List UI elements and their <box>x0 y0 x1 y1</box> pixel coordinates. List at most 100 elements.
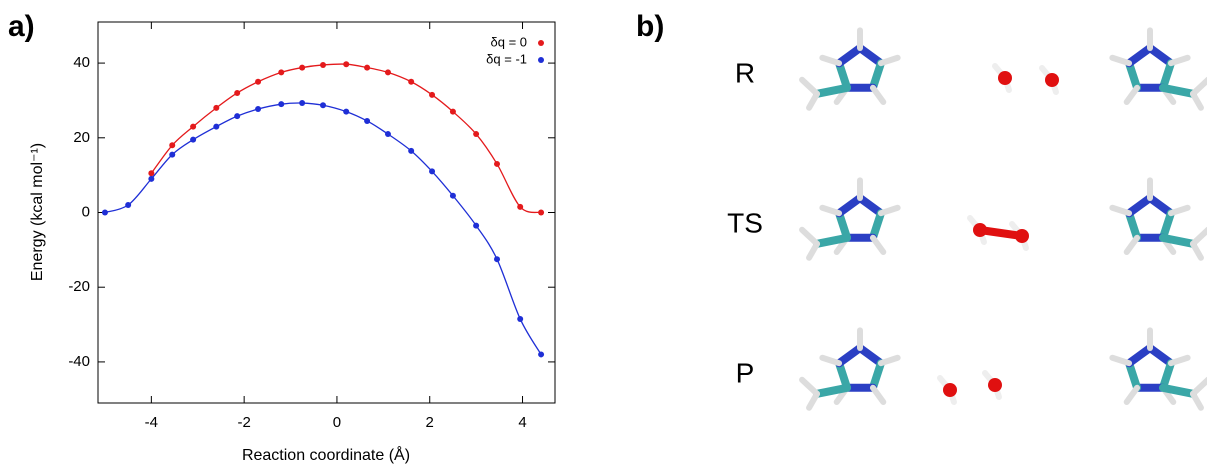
point <box>494 160 501 167</box>
bond <box>1189 90 1204 111</box>
bond <box>856 344 885 368</box>
bond <box>813 233 852 248</box>
state-label: TS <box>727 207 763 238</box>
point <box>517 203 524 210</box>
bond <box>819 204 843 217</box>
point <box>213 123 220 130</box>
point <box>384 69 391 76</box>
point <box>364 117 371 124</box>
point <box>148 175 155 182</box>
bond <box>1167 204 1191 217</box>
bond <box>856 44 885 68</box>
bond <box>1125 194 1154 218</box>
bond <box>835 209 852 242</box>
point <box>255 106 262 113</box>
panel-label: a) <box>8 10 35 43</box>
bond <box>1158 209 1175 242</box>
bond <box>1125 209 1142 242</box>
bond <box>1167 54 1191 67</box>
bond <box>819 54 843 67</box>
bond <box>868 209 885 242</box>
bond <box>1158 233 1197 248</box>
point <box>190 136 197 143</box>
bond <box>1189 376 1207 397</box>
point <box>169 151 176 158</box>
point <box>449 108 456 115</box>
oxygen <box>998 71 1012 85</box>
molecules <box>799 27 1207 411</box>
bond <box>835 44 864 68</box>
point <box>299 100 306 107</box>
bond <box>813 83 852 98</box>
bond <box>1109 204 1133 217</box>
point <box>148 170 155 177</box>
point <box>320 102 327 109</box>
point <box>343 108 350 115</box>
y-axis-label: Energy (kcal mol⁻¹) <box>29 143 46 281</box>
point <box>278 69 285 76</box>
point <box>473 131 480 138</box>
bond <box>1123 384 1141 406</box>
y-tick-label: -20 <box>68 278 90 295</box>
curve <box>104 102 542 355</box>
bond <box>869 234 887 256</box>
point <box>449 192 456 199</box>
bond <box>806 240 821 261</box>
bond <box>1125 59 1142 92</box>
y-tick-label: 0 <box>82 203 90 220</box>
point <box>429 168 436 175</box>
legend-marker <box>538 57 544 63</box>
bond <box>1123 234 1141 256</box>
point <box>408 147 415 154</box>
bond <box>1146 44 1175 68</box>
bond <box>835 344 864 368</box>
bond <box>806 390 821 411</box>
bond <box>799 376 821 397</box>
bond <box>869 84 887 106</box>
oxygen <box>1045 73 1059 87</box>
point <box>278 101 285 108</box>
bond <box>868 359 885 392</box>
point <box>494 256 501 263</box>
legend-marker <box>538 40 544 46</box>
point <box>384 131 391 138</box>
x-tick-label: -4 <box>145 414 158 431</box>
y-tick-label: 40 <box>73 54 90 71</box>
point <box>538 351 545 358</box>
point <box>538 209 545 216</box>
bond <box>877 204 901 217</box>
bond <box>1109 54 1133 67</box>
bond <box>835 194 864 218</box>
x-axis-label: Reaction coordinate (Å) <box>242 445 410 464</box>
y-tick-label: 20 <box>73 129 90 146</box>
bond <box>806 90 821 111</box>
bond <box>976 226 1026 240</box>
x-tick-label: 4 <box>518 414 526 431</box>
bond <box>1189 226 1207 247</box>
bond <box>1167 354 1191 367</box>
point <box>473 222 480 229</box>
x-tick-label: -2 <box>237 414 250 431</box>
point <box>125 202 132 209</box>
bond <box>1158 383 1197 398</box>
point <box>343 61 350 68</box>
point <box>255 78 262 85</box>
bond <box>1158 59 1175 92</box>
bond <box>1123 84 1141 106</box>
bond <box>799 226 821 247</box>
point <box>429 91 436 98</box>
point <box>299 64 306 71</box>
x-tick-label: 0 <box>333 414 341 431</box>
bond <box>1189 76 1207 97</box>
bond <box>868 59 885 92</box>
point <box>320 61 327 68</box>
point <box>190 123 197 130</box>
point <box>169 142 176 149</box>
point <box>213 104 220 111</box>
point <box>408 78 415 85</box>
bond <box>869 384 887 406</box>
bond <box>813 383 852 398</box>
bond <box>835 59 852 92</box>
panel-label: b) <box>636 10 664 43</box>
